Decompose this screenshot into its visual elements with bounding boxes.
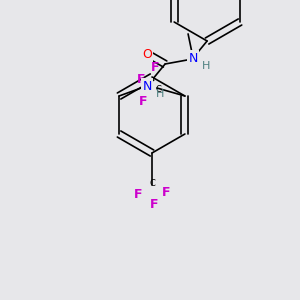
Text: F: F xyxy=(139,95,147,109)
Text: N: N xyxy=(142,80,152,92)
Text: C: C xyxy=(149,178,155,188)
Text: F: F xyxy=(151,61,159,74)
Text: F: F xyxy=(150,199,158,212)
Text: C: C xyxy=(156,85,162,94)
Text: F: F xyxy=(162,187,170,200)
Text: O: O xyxy=(142,47,152,61)
Text: F: F xyxy=(134,188,142,202)
Text: H: H xyxy=(202,61,210,71)
Text: F: F xyxy=(137,74,145,86)
Text: H: H xyxy=(156,89,164,99)
Text: N: N xyxy=(188,52,198,64)
